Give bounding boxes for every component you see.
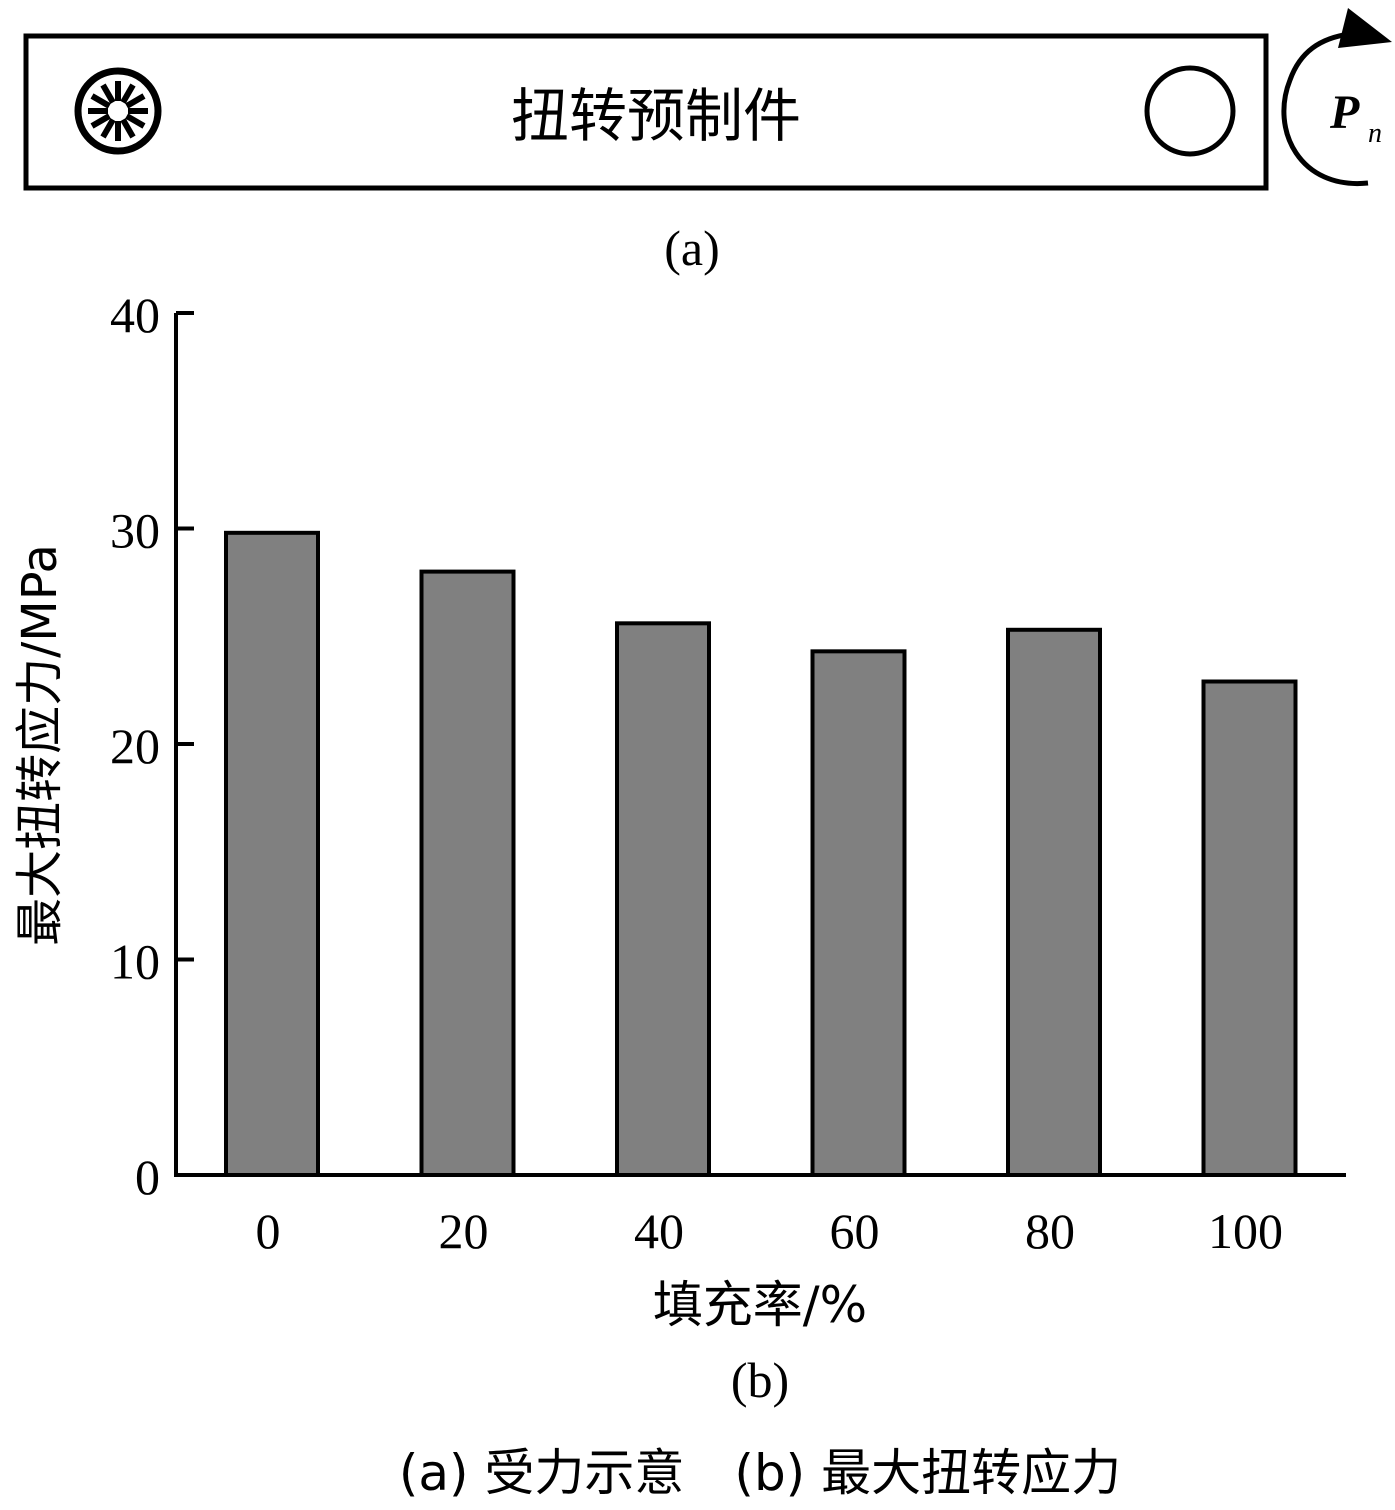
figure-caption: (a) 受力示意 (b) 最大扭转应力 (399, 1444, 1121, 1502)
y-ticks-layer: 0 10 20 30 40 (110, 287, 194, 1205)
panel-a-label: (a) (664, 220, 720, 276)
moment-symbol: P (1329, 86, 1360, 139)
specimen-label: 扭转预制件 (511, 82, 801, 150)
y-tick-label: 20 (110, 718, 160, 774)
y-tick-label: 10 (110, 934, 160, 990)
bar-80 (1006, 627, 1102, 1177)
y-tick-label: 30 (110, 503, 160, 559)
free-end-circle-icon (1144, 65, 1236, 157)
y-tick-label: 40 (110, 287, 160, 343)
x-tick-label: 80 (1025, 1203, 1075, 1259)
bar-100 (1201, 679, 1298, 1177)
x-tick-label: 100 (1208, 1203, 1283, 1259)
x-tick-label: 20 (439, 1203, 489, 1259)
y-tick-label: 0 (135, 1149, 160, 1205)
y-axis-label: 最大扭转应力/MPa (12, 544, 68, 946)
bar-40 (615, 621, 711, 1177)
torque-arrow-icon (1281, 8, 1392, 187)
x-tick-label: 0 (256, 1203, 281, 1259)
x-tick-label: 40 (634, 1203, 684, 1259)
x-axis-label: 填充率/% (653, 1276, 867, 1334)
x-ticks-layer: 0 20 40 60 80 100 (256, 1203, 1284, 1259)
bar-0 (224, 530, 320, 1177)
fixed-end-icon (74, 67, 162, 155)
panel-b-label: (b) (731, 1352, 789, 1408)
x-tick-label: 60 (830, 1203, 880, 1259)
bars-layer (224, 530, 1298, 1177)
specimen-bar (23, 33, 1269, 191)
specimen-diagram: 扭转预制件 P n (a) (23, 8, 1392, 276)
bar-20 (419, 569, 516, 1177)
bar-60 (810, 649, 907, 1177)
moment-subscript: n (1368, 118, 1382, 149)
